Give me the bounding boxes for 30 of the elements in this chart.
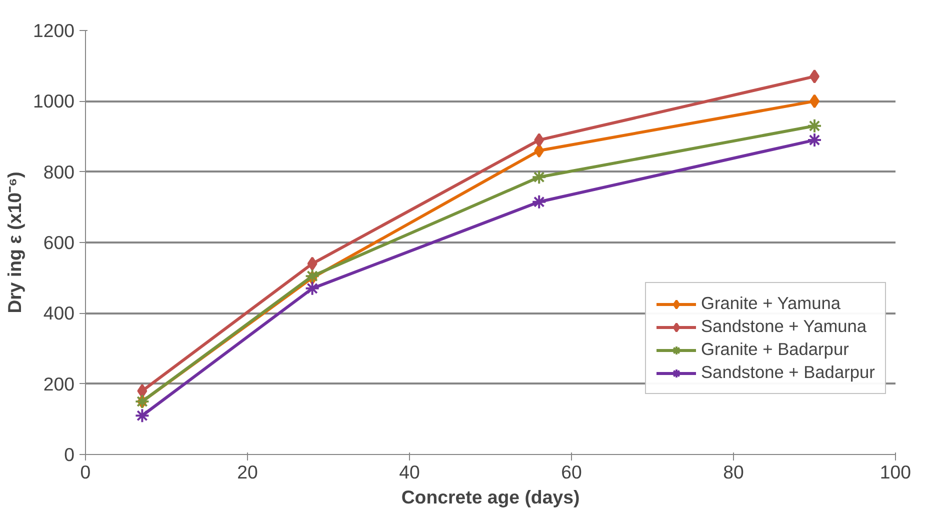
point (534, 144, 544, 158)
x-tick-label: 80 (723, 462, 744, 482)
x-tick-label: 20 (237, 462, 258, 482)
x-axis-title: Concrete age (days) (401, 486, 580, 508)
y-tick-label: 600 (43, 232, 75, 253)
x-tick-label: 40 (399, 462, 420, 482)
x-tick-label: 0 (80, 462, 91, 482)
legend-label: Sandstone + Badarpur (701, 362, 875, 383)
y-tick-label: 400 (43, 302, 75, 324)
x-tick-label: 60 (561, 462, 582, 482)
point (304, 280, 320, 296)
point (807, 118, 822, 134)
legend-label: Granite + Yamuna (701, 293, 841, 314)
point (807, 132, 822, 148)
point (532, 194, 547, 210)
y-tick-label: 0 (64, 444, 75, 465)
x-tick-label: 100 (880, 462, 912, 482)
y-tick-label: 1200 (32, 20, 75, 41)
point (534, 133, 544, 148)
point (532, 170, 547, 185)
legend-label: Granite + Badarpur (701, 339, 849, 360)
point (307, 256, 318, 271)
y-tick-label: 800 (43, 161, 75, 182)
y-tick-label: 1000 (32, 90, 75, 112)
point (134, 394, 150, 409)
point (137, 384, 148, 398)
y-axis-title: Dry ing ε (x10⁻⁶) (4, 172, 25, 314)
point (134, 408, 150, 424)
legend-label: Sandstone + Yamuna (701, 316, 867, 337)
y-tick-label: 200 (43, 373, 75, 394)
